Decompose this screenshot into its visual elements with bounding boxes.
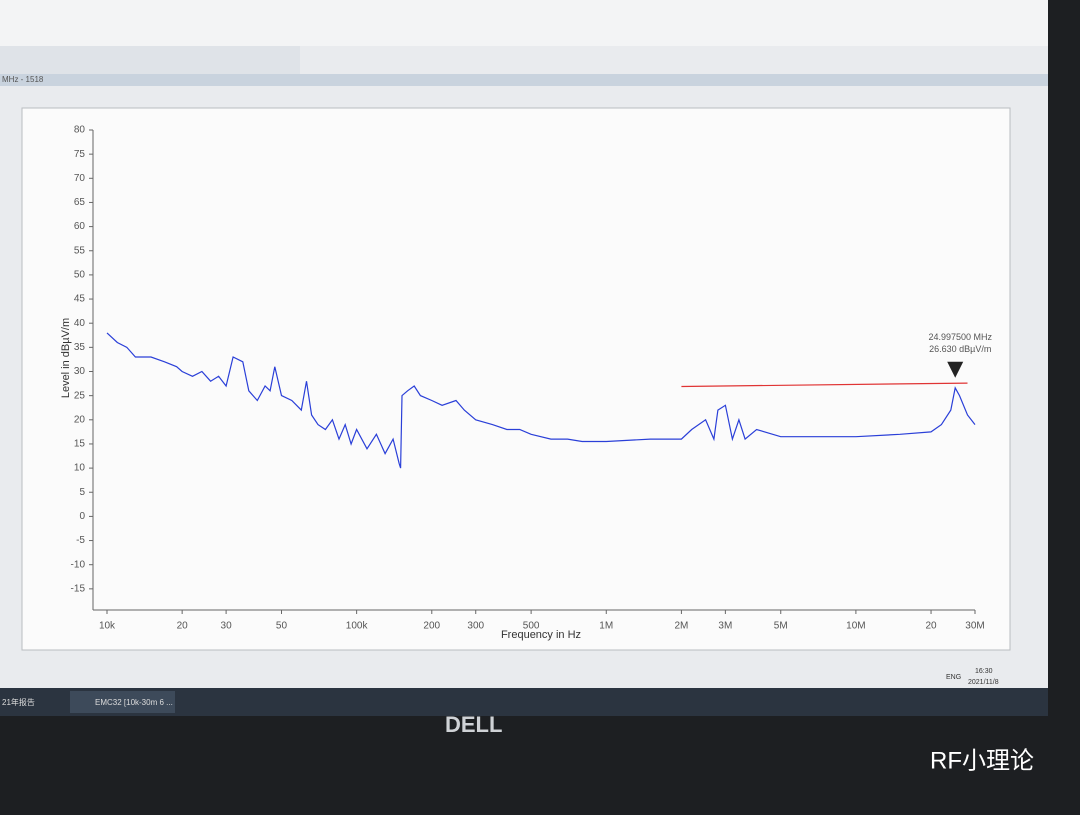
x-tick-label: 20 xyxy=(925,621,937,632)
y-tick-label: -10 xyxy=(71,559,86,570)
x-tick-label: 200 xyxy=(423,621,440,632)
y-tick-label: 60 xyxy=(74,221,86,232)
window-title: MHz - 1518 xyxy=(2,75,44,84)
brand: DELL xyxy=(445,712,502,737)
y-tick-label: 35 xyxy=(74,342,86,353)
task[interactable]: EMC32 [10k-30m 6 ... xyxy=(95,698,173,707)
y-tick-label: 5 xyxy=(79,487,85,498)
x-axis-label: Frequency in Hz xyxy=(501,629,581,641)
y-tick-label: 15 xyxy=(74,439,86,450)
x-tick-label: 50 xyxy=(276,621,288,632)
x-tick-label: 30 xyxy=(221,621,233,632)
x-tick-label: 10k xyxy=(99,621,116,632)
date: 2021/11/8 xyxy=(968,679,999,686)
lang: ENG xyxy=(946,674,961,681)
y-tick-label: -5 xyxy=(76,535,85,546)
x-tick-label: 10M xyxy=(846,621,865,632)
y-tick-label: 45 xyxy=(74,294,86,305)
y-tick-label: 75 xyxy=(74,149,86,160)
limit-line xyxy=(681,382,968,388)
chart-panel xyxy=(21,107,1011,651)
y-tick-label: 10 xyxy=(74,463,86,474)
x-tick-label: 5M xyxy=(774,621,788,632)
task[interactable]: 21年报告 xyxy=(2,697,35,707)
marker-label: 24.997500 MHz xyxy=(928,332,992,342)
x-tick-label: 20 xyxy=(177,621,189,632)
x-tick-label: 500 xyxy=(523,621,540,632)
x-tick-label: 2M xyxy=(674,621,688,632)
y-tick-label: 25 xyxy=(74,390,86,401)
marker xyxy=(947,361,964,378)
trace xyxy=(106,332,976,469)
title-bar xyxy=(0,0,1048,46)
clock: 16:30 xyxy=(975,668,993,675)
y-tick-label: 55 xyxy=(74,245,86,256)
y-tick-label: 50 xyxy=(74,270,86,281)
window-caption xyxy=(0,74,1048,86)
toolbar xyxy=(0,46,300,74)
y-tick-label: -15 xyxy=(71,583,86,594)
y-axis-label: Level in dBµV/m xyxy=(60,318,72,398)
y-tick-label: 20 xyxy=(74,414,86,425)
x-tick-label: 3M xyxy=(718,621,732,632)
x-tick-label: 1M xyxy=(599,621,613,632)
task-active[interactable] xyxy=(70,691,175,713)
y-tick-label: 70 xyxy=(74,173,86,184)
x-tick-label: 300 xyxy=(467,621,484,632)
y-tick-label: 30 xyxy=(74,366,86,377)
x-tick-label: 100k xyxy=(346,621,369,632)
y-tick-label: 65 xyxy=(74,197,86,208)
x-tick-label: 30M xyxy=(965,621,984,632)
y-tick-label: 80 xyxy=(74,125,86,136)
y-tick-label: 0 xyxy=(79,511,85,522)
marker-label: 26.630 dBµV/m xyxy=(929,344,991,354)
watermark: RF小理论 xyxy=(930,747,1034,774)
y-tick-label: 40 xyxy=(74,318,86,329)
